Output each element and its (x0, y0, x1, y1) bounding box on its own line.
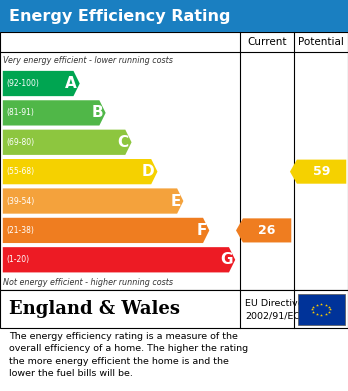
Text: (39-54): (39-54) (6, 197, 34, 206)
Polygon shape (3, 71, 80, 96)
Text: Energy Efficiency Rating: Energy Efficiency Rating (9, 9, 230, 23)
Text: 26: 26 (259, 224, 276, 237)
Text: (69-80): (69-80) (6, 138, 34, 147)
Text: 59: 59 (313, 165, 330, 178)
Text: F: F (196, 223, 206, 238)
Polygon shape (236, 218, 291, 242)
Polygon shape (3, 188, 183, 213)
Bar (0, 290, 348, 328)
Text: Not energy efficient - higher running costs: Not energy efficient - higher running co… (3, 278, 174, 287)
Text: Potential: Potential (298, 37, 344, 47)
Bar (0, 0, 348, 32)
Text: G: G (220, 252, 232, 267)
Text: D: D (142, 164, 155, 179)
Text: EU Directive
2002/91/EC: EU Directive 2002/91/EC (245, 299, 304, 320)
Text: A: A (65, 76, 77, 91)
Text: The energy efficiency rating is a measure of the
overall efficiency of a home. T: The energy efficiency rating is a measur… (9, 332, 248, 378)
Polygon shape (3, 247, 235, 273)
Text: Current: Current (247, 37, 287, 47)
Text: England & Wales: England & Wales (9, 300, 180, 318)
Polygon shape (3, 130, 132, 155)
Bar (0, 32, 348, 290)
Polygon shape (3, 218, 209, 243)
Text: C: C (118, 135, 129, 150)
Polygon shape (290, 160, 346, 184)
Text: (21-38): (21-38) (6, 226, 34, 235)
Text: (55-68): (55-68) (6, 167, 34, 176)
Bar (298, 294, 345, 325)
Text: E: E (170, 194, 181, 208)
Text: (81-91): (81-91) (6, 108, 34, 117)
Text: (1-20): (1-20) (6, 255, 29, 264)
Polygon shape (3, 100, 106, 126)
Text: (92-100): (92-100) (6, 79, 39, 88)
Text: B: B (91, 106, 103, 120)
Text: Very energy efficient - lower running costs: Very energy efficient - lower running co… (3, 56, 173, 65)
Polygon shape (3, 159, 158, 184)
